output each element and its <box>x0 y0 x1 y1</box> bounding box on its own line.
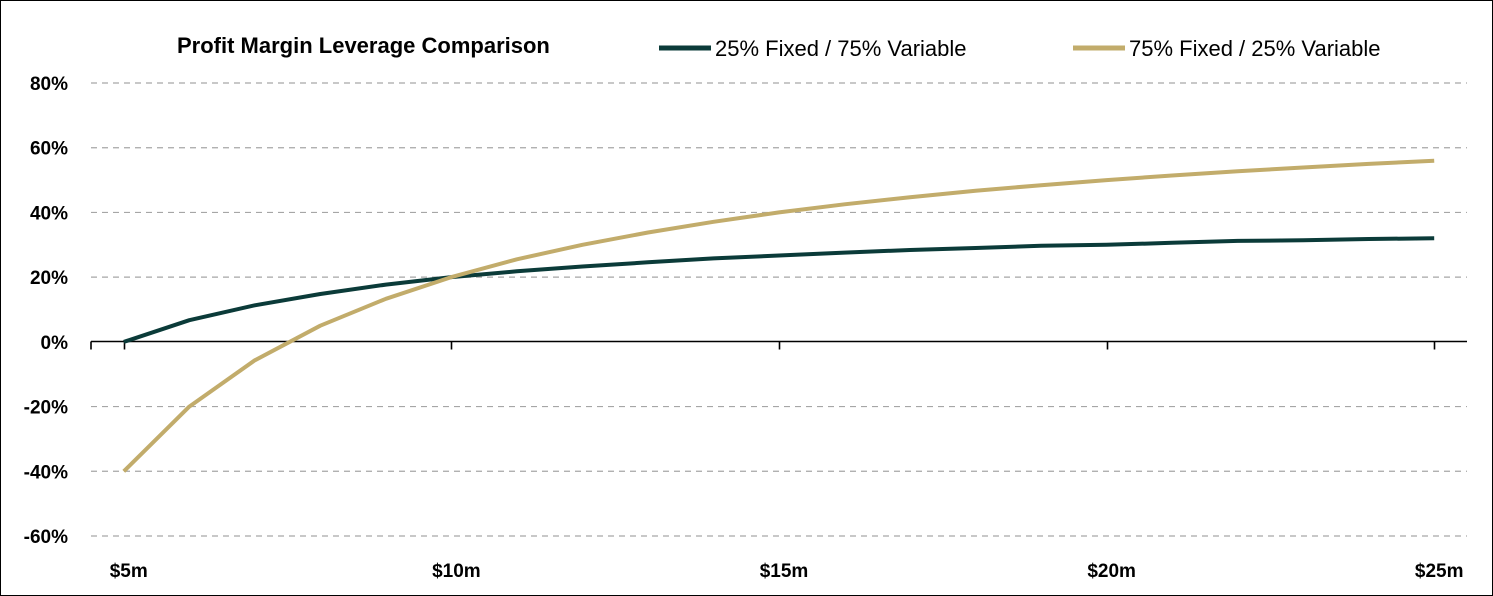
series-line-75-fixed <box>122 158 1435 473</box>
x-tick-label: $20m <box>1087 561 1136 582</box>
chart-title: Profit Margin Leverage Comparison <box>177 33 550 58</box>
legend-label-25-fixed: 25% Fixed / 75% Variable <box>715 36 967 61</box>
x-tick-label: $5m <box>110 561 148 582</box>
y-tick-label: 40% <box>30 203 68 224</box>
y-tick-label: 0% <box>41 333 69 354</box>
y-tick-labels: 80% 60% 40% 20% 0% -20% -40% -60% <box>24 74 68 548</box>
y-tick-label: 20% <box>30 268 68 289</box>
series-lines <box>122 158 1435 473</box>
x-tick-label: $15m <box>760 561 809 582</box>
y-tick-label: 60% <box>30 139 68 160</box>
x-tick-label: $10m <box>432 561 481 582</box>
x-axis <box>90 340 1467 350</box>
y-tick-label: -60% <box>24 527 68 548</box>
y-tick-label: -40% <box>24 462 68 483</box>
grid-lines <box>91 82 1467 537</box>
y-tick-label: -20% <box>24 398 68 419</box>
x-tick-labels: $5m $10m $15m $20m $25m <box>110 561 1464 582</box>
x-tick-label: $25m <box>1415 561 1464 582</box>
legend-label-75-fixed: 75% Fixed / 25% Variable <box>1129 36 1381 61</box>
legend: 25% Fixed / 75% Variable 75% Fixed / 25%… <box>659 36 1381 61</box>
series-line-25-fixed <box>123 236 1435 344</box>
y-tick-label: 80% <box>30 74 68 95</box>
